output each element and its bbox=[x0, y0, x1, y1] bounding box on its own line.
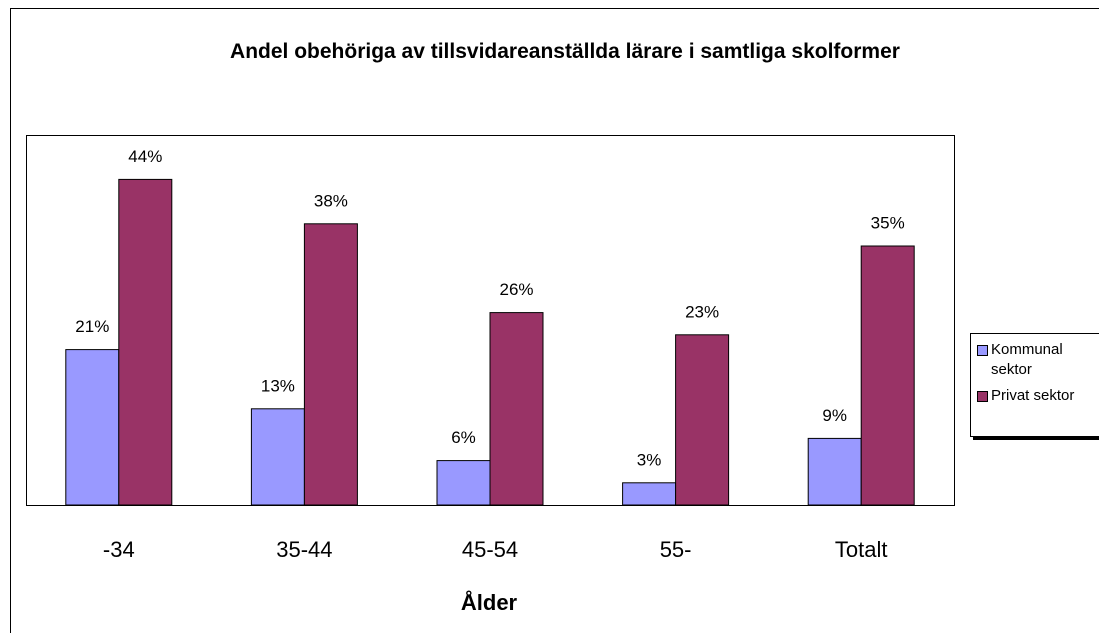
chart-frame bbox=[10, 8, 1099, 633]
data-label: 3% bbox=[637, 450, 662, 469]
legend-swatch bbox=[977, 391, 988, 402]
bar bbox=[622, 482, 677, 506]
legend-label: Privat sektor bbox=[991, 387, 1075, 404]
data-label: 21% bbox=[75, 317, 109, 336]
bar bbox=[65, 349, 120, 506]
x-tick-label: 55- bbox=[660, 537, 692, 562]
bar bbox=[118, 178, 173, 506]
data-label: 9% bbox=[822, 406, 847, 425]
bar bbox=[489, 312, 544, 506]
bar bbox=[303, 223, 358, 506]
data-label: 35% bbox=[871, 213, 905, 232]
bar bbox=[807, 437, 862, 506]
legend-swatch bbox=[977, 345, 988, 356]
data-label: 13% bbox=[261, 376, 295, 395]
legend: Kommunal sektor Privat sektor bbox=[970, 333, 1099, 437]
legend-item: Kommunal sektor bbox=[971, 340, 1091, 380]
data-label: 6% bbox=[451, 428, 476, 447]
chart-title: Andel obehöriga av tillsvidareanställda … bbox=[230, 40, 900, 63]
x-tick-label: 45-54 bbox=[462, 537, 518, 562]
x-axis-label: Ålder bbox=[461, 589, 518, 615]
data-label: 26% bbox=[499, 280, 533, 299]
data-label: 23% bbox=[685, 302, 719, 321]
bar bbox=[250, 408, 305, 506]
bar bbox=[436, 460, 491, 506]
x-tick-label: Totalt bbox=[835, 537, 888, 562]
bar bbox=[860, 245, 915, 506]
x-tick-label: -34 bbox=[103, 537, 135, 562]
data-label: 44% bbox=[128, 147, 162, 166]
bar bbox=[675, 334, 730, 506]
legend-item: Privat sektor bbox=[971, 386, 1091, 406]
legend-label: Kommunal sektor bbox=[991, 341, 1063, 378]
x-tick-label: 35-44 bbox=[276, 537, 332, 562]
data-label: 38% bbox=[314, 191, 348, 210]
